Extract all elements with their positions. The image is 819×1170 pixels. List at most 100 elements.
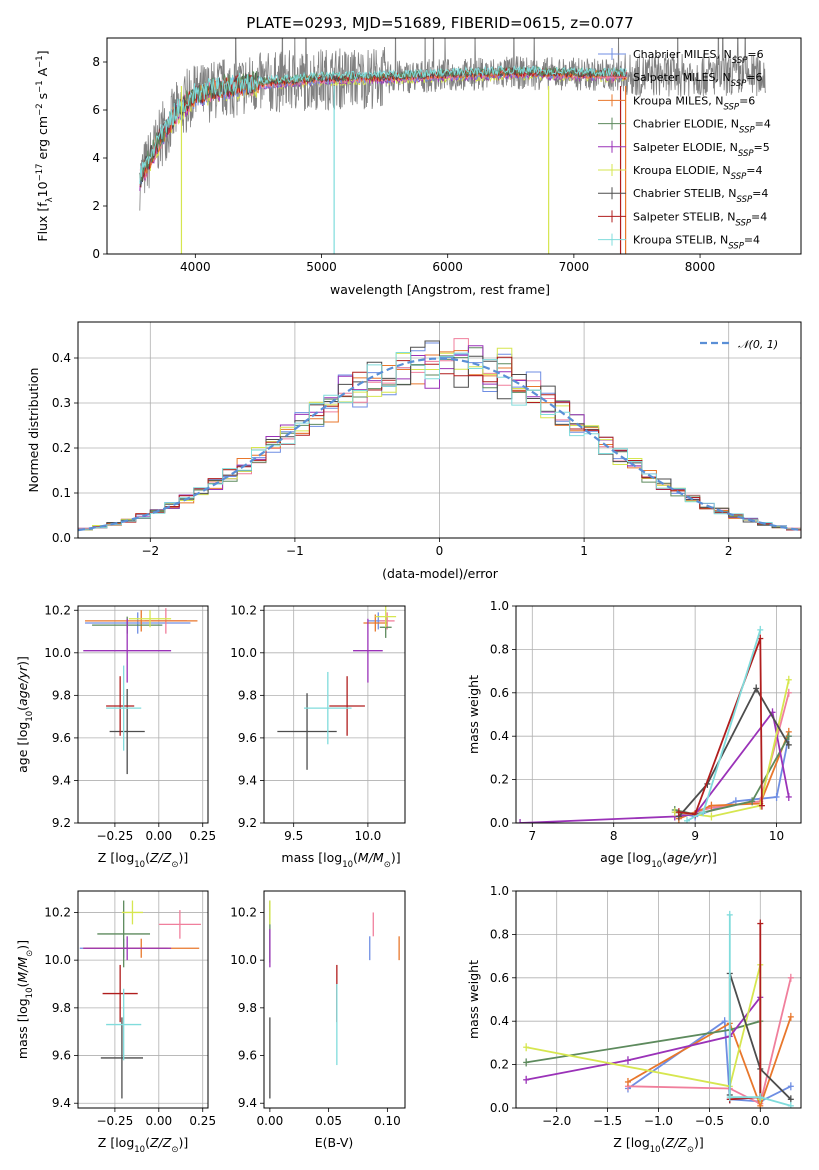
legend-label: Salpeter MILES, NSSP=6: [633, 71, 763, 89]
x-tick-label: −1: [286, 544, 304, 558]
axes-frame: [77, 605, 209, 824]
y-tick-label: 0.4: [490, 729, 509, 743]
legend-label-part: =4: [751, 210, 767, 223]
y-tick-label: 9.4: [52, 1096, 71, 1110]
y-tick-label: 0.6: [490, 971, 509, 985]
x-axis-label-part: 10: [134, 1145, 145, 1155]
x-tick-label: 7000: [559, 260, 590, 274]
panel-mass_vs_ebv: 0.00 0.05 0.10 9.4 9.6 9.8 10.0 10.2 E(B-V): [230, 890, 406, 1150]
y-axis-label-part: −1: [35, 80, 45, 93]
x-tick-label: 0.00: [257, 1114, 284, 1128]
y-axis-label-part: −2: [35, 103, 45, 116]
y-axis-label: mass weight: [466, 675, 481, 754]
y-tick-label: 10.0: [44, 953, 71, 967]
panel-age_vs_mass: 9.5 10.0 9.2 9.4 9.6 9.8 10.0 10.2 mass [log10(M…: [230, 603, 406, 870]
x-axis-label-part: 10: [650, 1145, 661, 1155]
legend-label-part: Kroupa STELIB, N: [633, 234, 728, 247]
y-tick-label: 9.2: [52, 816, 71, 830]
x-axis-label-part: (: [353, 850, 358, 865]
legend-label-part: SSP: [737, 195, 753, 205]
x-tick-label: 4000: [180, 260, 211, 274]
x-tick-label: 6000: [432, 260, 463, 274]
x-axis-label-part: E(B-V): [315, 1135, 354, 1150]
x-tick-label: 0.00: [145, 1114, 172, 1128]
series-line-kroupa_miles: [627, 1016, 792, 1108]
legend-label-part: (0, 1): [749, 338, 779, 351]
x-axis-label-part: )]: [707, 850, 717, 865]
y-tick-label: 1.0: [490, 599, 509, 613]
series-line-salpeter_elodie: [520, 710, 790, 823]
model-line-kroupa_stelib: [139, 65, 627, 185]
y-axis-label-part: 10: [25, 987, 35, 998]
x-axis-label-part: Z [log: [613, 1135, 649, 1150]
y-axis-label-part: Flux [f: [35, 202, 50, 242]
y-tick-label: 9.6: [238, 731, 257, 745]
x-axis-label-part: ⊙: [171, 860, 178, 870]
x-tick-label: 0.25: [189, 829, 216, 843]
x-tick-label: −2.0: [542, 1114, 571, 1128]
y-tick-label: 9.8: [238, 688, 257, 702]
x-tick-label: 0.10: [374, 1114, 401, 1128]
y-tick-label: 0.8: [490, 642, 509, 656]
panel-residuals: −2 −1 0 1 2 0.0 0.1 0.2 0.3 0.4 (data-model)/error…: [26, 321, 802, 581]
x-tick-label: 9: [691, 829, 699, 843]
y-axis-label-part: erg cm: [35, 116, 50, 164]
x-axis-label-part: (: [662, 850, 667, 865]
y-tick-label: 0.0: [490, 1101, 509, 1115]
y-tick-label: 9.6: [52, 731, 71, 745]
panel-spectrum: 4000 5000 6000 7000 8000 0 2 4 6 8 wavelength [Ang…: [35, 37, 802, 297]
x-axis-label-part: )]: [391, 850, 401, 865]
errorbars: [83, 608, 198, 775]
y-tick-label: 10.0: [44, 646, 71, 660]
y-tick-label: 0.1: [52, 486, 71, 500]
axes-frame: [515, 605, 802, 824]
y-axis-label-part: ]: [35, 50, 50, 55]
x-tick-label: 9.5: [284, 829, 303, 843]
legend-label-part: Salpeter STELIB, N: [633, 210, 735, 223]
errorbars: [269, 900, 400, 1099]
spectrum-lines: [139, 38, 766, 254]
x-axis-label-part: M/M: [358, 850, 384, 865]
y-tick-label: 10.0: [230, 953, 257, 967]
legend-label-part: Kroupa ELODIE, N: [633, 164, 731, 177]
x-tick-label: −1.0: [644, 1114, 673, 1128]
legend-label-part: SSP: [735, 218, 751, 228]
x-axis-label: Z [log10(Z/Z⊙)]: [98, 850, 188, 870]
axes-frame: [77, 321, 802, 539]
series-line-salpeter_elodie: [526, 994, 762, 1100]
x-axis-label-part: )]: [178, 1135, 188, 1150]
x-axis-label-part: Z/Z: [149, 850, 172, 865]
y-tick-label: 0.0: [52, 531, 71, 545]
y-tick-label: 4: [92, 151, 100, 165]
legend-label-part: Chabrier STELIB, N: [633, 187, 737, 200]
y-axis-label-part: age [log: [15, 722, 30, 773]
legend-label-part: SSP: [739, 126, 755, 136]
figure-title: PLATE=0293, MJD=51689, FIBERID=0615, z=0…: [246, 14, 633, 32]
series-line-kroupa_elodie: [674, 679, 790, 818]
y-tick-label: 0.2: [490, 1058, 509, 1072]
y-tick-label: 0.4: [490, 1014, 509, 1028]
legend-label-part: =6: [746, 71, 762, 84]
y-axis-label: mass [log10(M/M⊙)]: [15, 940, 35, 1059]
x-axis-label-part: (: [661, 1135, 666, 1150]
y-tick-label: 9.4: [238, 1096, 257, 1110]
legend-label-part: SSP: [731, 172, 747, 182]
y-axis-label-part: )]: [15, 940, 30, 950]
x-tick-label: 1: [580, 544, 588, 558]
axes-frame: [263, 605, 406, 824]
x-axis-label: mass [log10(M/M⊙)]: [281, 850, 400, 870]
y-axis-label-part: (: [15, 706, 30, 711]
x-tick-label: −0.5: [695, 1114, 724, 1128]
panel-age_vs_Z: −0.25 0.00 0.259.29.49.69.810.010.2Z [log1…: [15, 603, 216, 870]
y-tick-label: 9.6: [52, 1049, 71, 1063]
legend-label: Salpeter STELIB, NSSP=4: [633, 210, 767, 228]
y-tick-label: 10.2: [230, 905, 257, 919]
x-axis-label-part: 10: [342, 860, 353, 870]
y-tick-label: 0.6: [490, 686, 509, 700]
series-line-chabrier_stelib: [678, 686, 790, 818]
axes-frame: [106, 37, 802, 255]
x-tick-label: 10.0: [355, 829, 382, 843]
legend-label-part: SSP: [723, 102, 739, 112]
legend-label-part: =4: [752, 187, 768, 200]
panel-weight_vs_Z: −2.0 −1.5 −1.0 −0.5 0.0 0.0 0.2 0.4 0.6 0.8 1.0 Z […: [466, 884, 802, 1155]
